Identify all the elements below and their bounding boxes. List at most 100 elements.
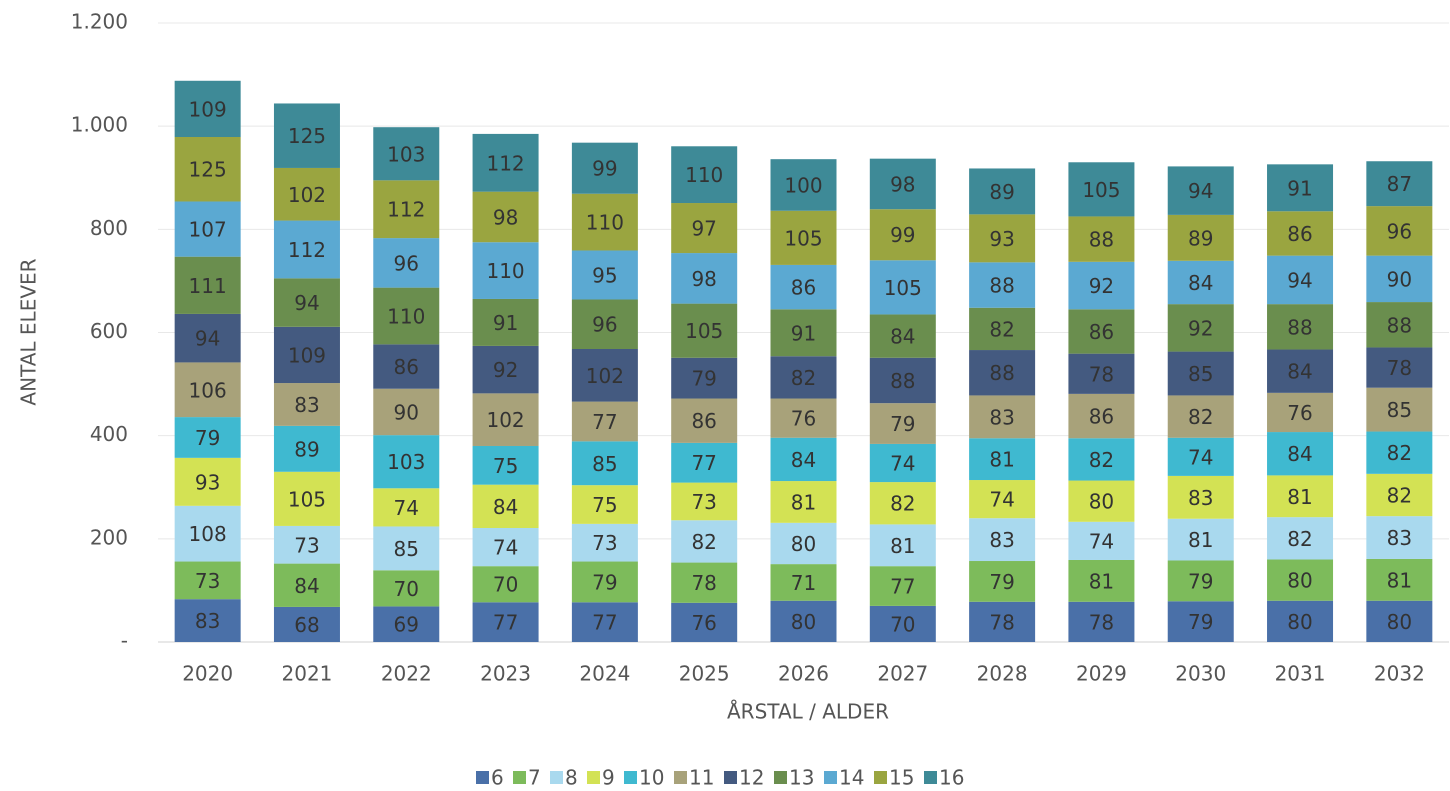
y-tick-label: 400: [90, 422, 128, 446]
data-label: 73: [294, 533, 319, 557]
bar-segment: [969, 561, 1036, 602]
data-label: 79: [195, 426, 220, 450]
legend-swatch: [824, 771, 837, 784]
data-label: 99: [890, 223, 915, 247]
data-label: 80: [1387, 610, 1412, 634]
data-label: 68: [294, 613, 319, 637]
bar-segment: [1068, 216, 1135, 262]
data-label: 94: [1188, 179, 1213, 203]
legend-label: 11: [689, 766, 714, 790]
data-label: 80: [1287, 610, 1312, 634]
legend-label: 13: [789, 766, 814, 790]
bar-segment: [571, 523, 638, 562]
data-label: 82: [1387, 441, 1412, 465]
data-label: 107: [189, 218, 227, 242]
data-label: 80: [791, 532, 816, 556]
bar-segment: [1068, 601, 1135, 642]
bar-segment: [671, 482, 738, 521]
data-label: 85: [1387, 398, 1412, 422]
bar-segment: [1167, 518, 1234, 561]
data-label: 109: [189, 97, 227, 121]
legend-swatch: [724, 771, 737, 784]
bar-segment: [1167, 395, 1234, 438]
bar-segment: [174, 80, 241, 137]
bar-segment: [770, 522, 837, 565]
bar-segment: [1167, 601, 1234, 642]
data-label: 82: [890, 492, 915, 516]
bar-segment: [472, 191, 539, 243]
data-label: 86: [1287, 222, 1312, 246]
bar-segment: [174, 599, 241, 642]
data-label: 84: [1287, 360, 1312, 384]
data-label: 74: [493, 536, 518, 560]
bar-segment: [770, 264, 837, 310]
data-label: 81: [989, 448, 1014, 472]
bar-segment: [273, 383, 340, 426]
bar-segment: [1267, 211, 1334, 256]
bar-segment: [273, 425, 340, 472]
bar-segment: [373, 435, 440, 489]
data-label: 79: [1188, 569, 1213, 593]
data-label: 73: [691, 490, 716, 514]
bar-segment: [571, 561, 638, 603]
legend-label: 16: [939, 766, 964, 790]
data-label: 105: [1082, 178, 1120, 202]
bar-segment: [571, 142, 638, 194]
legend-label: 9: [602, 766, 615, 790]
data-label: 74: [394, 496, 419, 520]
data-label: 125: [189, 158, 227, 182]
bar-segment: [174, 457, 241, 506]
x-axis-label: ÅRSTAL / ALDER: [727, 700, 889, 724]
legend-label: 8: [565, 766, 578, 790]
legend-label: 7: [528, 766, 541, 790]
bar-segment: [1366, 255, 1433, 303]
bar-segment: [770, 210, 837, 265]
legend-swatch: [587, 771, 600, 784]
data-label: 102: [586, 364, 624, 388]
x-tick-label: 2023: [480, 662, 531, 686]
bar-segment: [969, 262, 1036, 308]
data-label: 81: [791, 490, 816, 514]
data-label: 92: [493, 358, 518, 382]
bar-segment: [969, 214, 1036, 263]
bar-segment: [472, 566, 539, 603]
data-label: 82: [691, 530, 716, 554]
data-label: 83: [1387, 526, 1412, 550]
data-label: 98: [890, 172, 915, 196]
data-label: 83: [989, 528, 1014, 552]
bar-segment: [1267, 349, 1334, 393]
data-label: 70: [394, 577, 419, 601]
data-label: 74: [989, 488, 1014, 512]
data-label: 86: [394, 355, 419, 379]
legend-swatch: [874, 771, 887, 784]
bar-segment: [770, 398, 837, 438]
legend-label: 14: [839, 766, 864, 790]
data-label: 96: [592, 313, 617, 337]
legend-swatch: [476, 771, 489, 784]
bar-segment: [770, 356, 837, 399]
data-label: 78: [1089, 362, 1114, 386]
data-label: 85: [592, 452, 617, 476]
bar-segment: [174, 362, 241, 418]
x-tick-label: 2029: [1076, 662, 1127, 686]
bar-segment: [174, 417, 241, 458]
data-label: 82: [1387, 483, 1412, 507]
bar-segment: [571, 401, 638, 442]
bar-segment: [1267, 559, 1334, 601]
bar-segment: [770, 600, 837, 642]
data-label: 79: [1188, 610, 1213, 634]
data-label: 97: [691, 217, 716, 241]
bar-segment: [472, 602, 539, 642]
bar-segment: [1366, 516, 1433, 559]
data-label: 94: [1287, 268, 1312, 292]
data-label: 70: [890, 612, 915, 636]
x-tick-label: 2022: [381, 662, 432, 686]
data-label: 106: [189, 378, 227, 402]
data-label: 77: [592, 410, 617, 434]
data-label: 82: [1188, 405, 1213, 429]
bar-segment: [472, 242, 539, 299]
bar-segment: [969, 480, 1036, 519]
bar-segment: [1267, 600, 1334, 642]
bar-segment: [1267, 304, 1334, 350]
data-label: 91: [1287, 176, 1312, 200]
